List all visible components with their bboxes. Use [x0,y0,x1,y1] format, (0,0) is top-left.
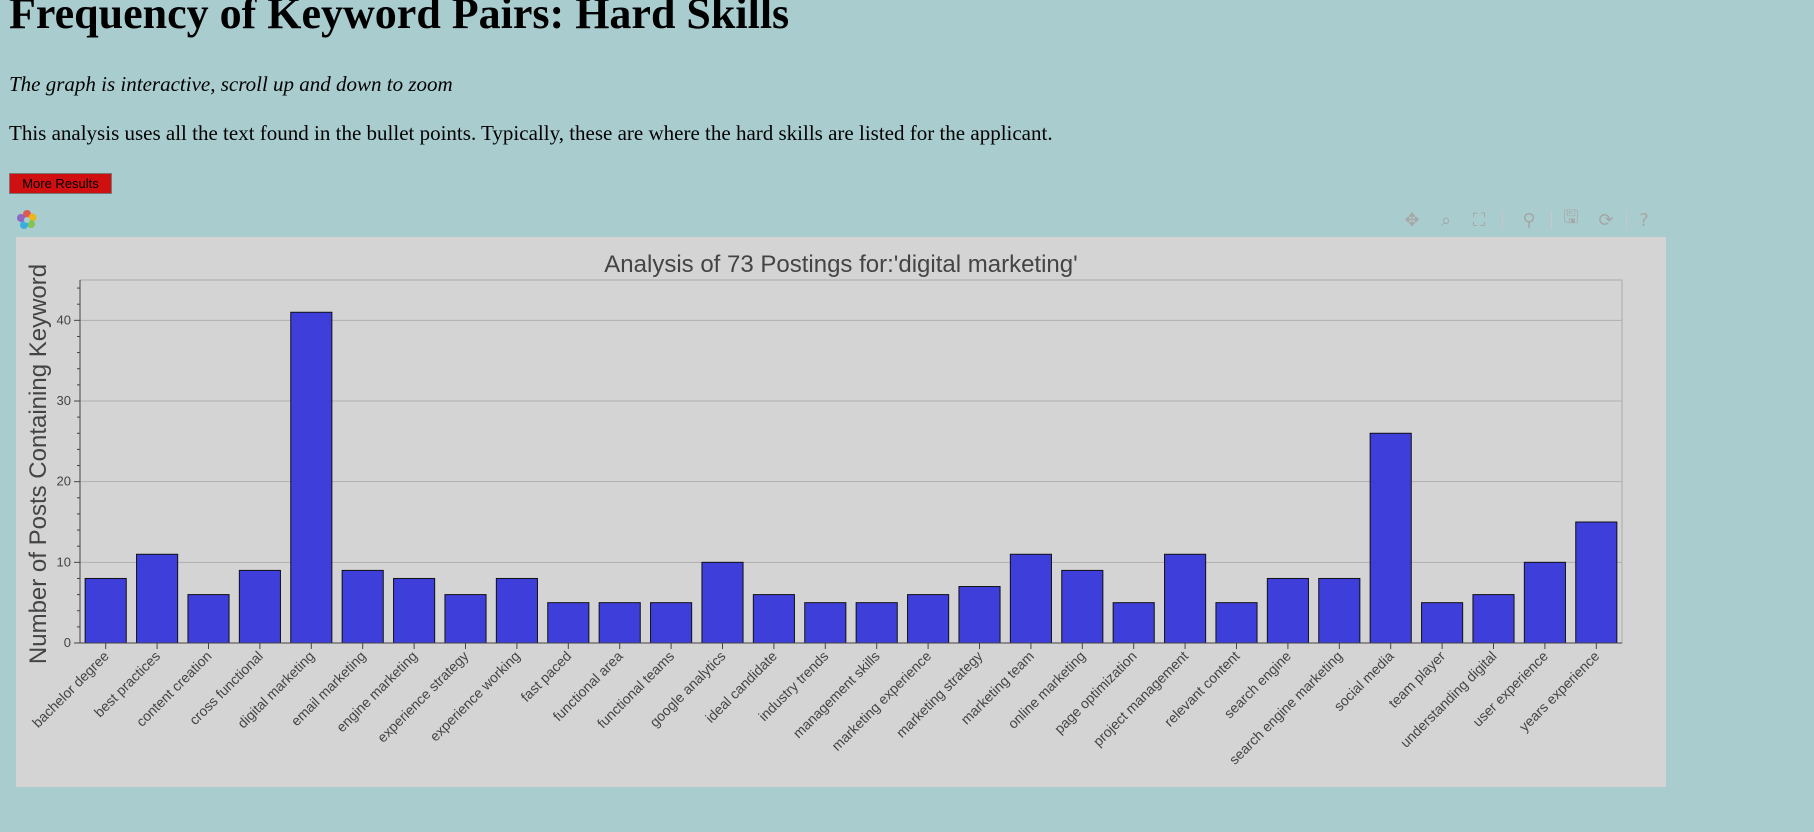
bar [650,602,693,644]
select-box-icon: ⛶ [1472,209,1486,231]
reset-icon: ⟳ [1598,209,1614,231]
bar [804,602,847,644]
y-tick-label: 0 [64,635,71,650]
help-tool[interactable]: ? [1628,207,1660,233]
toolbar-separator [1551,211,1552,229]
bar [1369,432,1412,644]
save-icon: 🖫 [1563,207,1579,228]
bar [444,594,487,644]
help-icon: ? [1639,209,1649,231]
y-tick-label: 30 [57,393,71,408]
box-select-tool[interactable]: ⛶ [1463,207,1495,233]
page-heading: Frequency of Keyword Pairs: Hard Skills [9,0,790,38]
bar [495,577,538,644]
bar [958,586,1001,644]
bar [598,602,641,644]
x-category-label: marketing experience [828,648,934,754]
wheel-zoom-tool[interactable]: ⚲ [1513,207,1545,233]
x-category-label: understanding digital [1397,648,1500,751]
chart-toolbar: ✥ ⌕ ⛶ ⚲ 🖫 ⟳ ? [1396,205,1656,235]
bar-chart[interactable]: Analysis of 73 Postings for:'digital mar… [16,237,1666,787]
wheel-zoom-icon: ⚲ [1522,209,1536,231]
bar [341,569,384,644]
x-category-label: marketing strategy [893,648,986,741]
analysis-description: This analysis uses all the text found in… [9,121,1053,145]
y-tick-label: 10 [57,554,71,569]
interactive-hint: The graph is interactive, scroll up and … [9,72,453,96]
bar [136,553,179,644]
bar [1575,521,1618,644]
reset-tool[interactable]: ⟳ [1590,207,1622,233]
bar [1421,602,1464,644]
bar [393,577,436,644]
y-tick-label: 20 [57,474,71,489]
bar [547,602,590,644]
x-category-label: management skills [790,648,883,741]
bar [187,594,230,644]
x-category-label: experience strategy [374,648,472,746]
toolbar-separator [1626,211,1627,229]
bar [1472,594,1515,644]
bar [290,311,333,644]
bar [1164,553,1207,644]
chart-title: Analysis of 73 Postings for:'digital mar… [604,251,1077,278]
bar [752,594,795,644]
bar [855,602,898,644]
plot-area[interactable]: Analysis of 73 Postings for:'digital mar… [16,237,1666,787]
y-axis-label: Number of Posts Containing Keyword [25,264,52,664]
bar [84,577,127,644]
bar [1061,569,1104,644]
x-category-label: experience working [426,648,523,745]
bar [1112,602,1155,644]
save-tool[interactable]: 🖫 [1555,207,1587,233]
box-zoom-tool[interactable]: ⌕ [1430,207,1462,233]
bar [907,594,950,644]
bar [1215,602,1258,644]
bar [701,561,744,644]
pan-tool[interactable]: ✥ [1396,207,1428,233]
move-icon: ✥ [1404,209,1420,231]
toolbar-separator [1502,211,1503,229]
bokeh-logo-icon[interactable] [16,209,38,231]
bar [1318,577,1361,644]
x-category-label: project management [1090,648,1192,750]
more-results-button[interactable]: More Results [9,173,112,194]
bar [1009,553,1052,644]
zoom-box-icon: ⌕ [1440,209,1452,231]
bar [1523,561,1566,644]
bar [1266,577,1309,644]
bar [238,569,281,644]
y-tick-label: 40 [57,312,71,327]
